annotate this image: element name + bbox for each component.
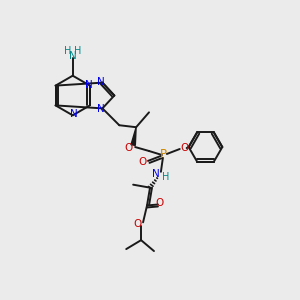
Text: N: N xyxy=(69,51,76,61)
Text: O: O xyxy=(124,143,132,153)
Text: N: N xyxy=(97,76,104,87)
Polygon shape xyxy=(131,127,136,146)
Text: N: N xyxy=(85,80,93,90)
Text: O: O xyxy=(181,143,189,153)
Text: P: P xyxy=(160,148,167,161)
Text: H: H xyxy=(162,172,169,182)
Text: O: O xyxy=(133,219,141,229)
Text: N: N xyxy=(97,104,104,114)
Text: O: O xyxy=(138,157,146,167)
Text: N: N xyxy=(70,109,78,119)
Text: O: O xyxy=(156,199,164,208)
Text: H: H xyxy=(64,46,71,56)
Text: H: H xyxy=(74,46,81,56)
Text: N: N xyxy=(152,169,160,179)
